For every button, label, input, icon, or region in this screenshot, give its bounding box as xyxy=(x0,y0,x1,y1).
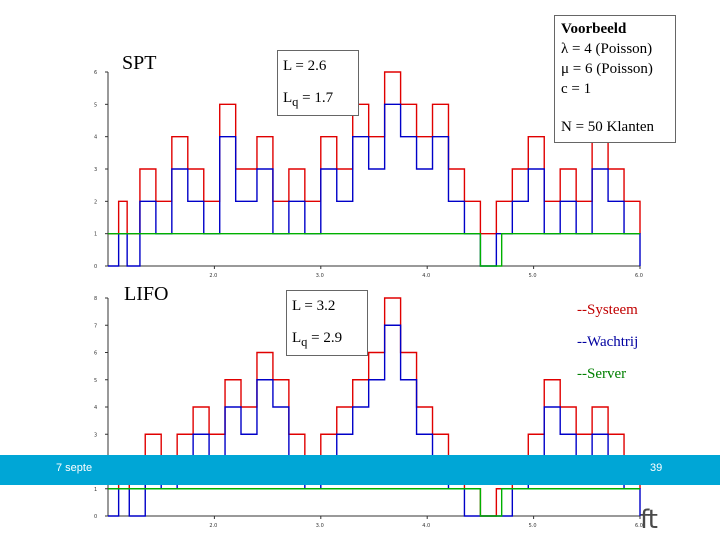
lifo-x-tick-label: 4.0 xyxy=(422,523,430,529)
spt-stats-box: L = 2.6 Lq = 1.7 xyxy=(277,50,359,116)
spt-x-tick-label: 2.0 xyxy=(209,273,217,279)
spt-Lq-value: = 1.7 xyxy=(298,90,334,106)
spt-y-tick-label: 6 xyxy=(94,70,97,76)
spt-y-tick-label: 1 xyxy=(94,232,97,238)
lifo-L: L = 3.2 xyxy=(292,298,336,314)
example-c: c = 1 xyxy=(561,81,592,97)
lifo-x-tick-label: 5.0 xyxy=(529,523,537,529)
lifo-Lq-value: = 2.9 xyxy=(307,330,343,346)
lifo-y-tick-label: 3 xyxy=(94,432,97,438)
tud-logo: ft xyxy=(640,505,658,535)
spt-y-tick-label: 5 xyxy=(94,102,97,108)
example-n: N = 50 Klanten xyxy=(561,119,655,135)
lifo-Lq-sub: q xyxy=(301,335,308,349)
spt-x-tick-label: 3.0 xyxy=(316,273,324,279)
spt-y-tick-label: 3 xyxy=(94,167,97,173)
lifo-series-server xyxy=(108,488,640,517)
example-lambda: λ = 4 (Poisson) xyxy=(561,41,653,57)
lifo-stats-box: L = 3.2 Lq = 2.9 xyxy=(286,290,368,356)
lifo-y-tick-label: 8 xyxy=(94,296,97,302)
lifo-x-tick-label: 3.0 xyxy=(316,523,324,529)
page-number: 39 xyxy=(650,462,663,474)
lifo-series-wachtrij xyxy=(108,324,641,517)
spt-L: L = 2.6 xyxy=(283,58,327,74)
spt-x-tick-label: 4.0 xyxy=(422,273,430,279)
example-mu: μ = 6 (Poisson) xyxy=(561,61,653,77)
spt-Lq: Lq = 1.7 xyxy=(283,89,333,111)
lifo-y-tick-label: 7 xyxy=(94,323,97,329)
spt-y-tick-label: 2 xyxy=(94,199,97,205)
spt-x-tick-label: 6.0 xyxy=(635,273,643,279)
lifo-Lq: Lq = 2.9 xyxy=(292,329,342,351)
lifo-series-systeem xyxy=(108,297,641,517)
spt-Lq-sub: q xyxy=(292,95,299,109)
spt-Lq-main: L xyxy=(283,90,293,106)
lifo-x-tick-label: 2.0 xyxy=(209,523,217,529)
spt-y-tick-label: 0 xyxy=(94,264,97,270)
footer-band xyxy=(0,455,720,485)
lifo-Lq-main: L xyxy=(292,330,302,346)
legend-wachtrij: --Wachtrij xyxy=(577,334,639,350)
lifo-x-tick-label: 6.0 xyxy=(635,523,643,529)
lifo-label: LIFO xyxy=(124,283,169,305)
lifo-y-tick-label: 4 xyxy=(94,405,97,411)
footer-date: 7 septe xyxy=(56,462,93,474)
spt-label: SPT xyxy=(122,52,157,74)
lifo-y-tick-label: 0 xyxy=(94,514,97,520)
lifo-y-tick-label: 6 xyxy=(94,351,97,357)
lifo-y-tick-label: 1 xyxy=(94,487,97,493)
spt-y-tick-label: 4 xyxy=(94,135,97,141)
example-title: Voorbeeld xyxy=(561,21,627,37)
spt-series-server xyxy=(108,232,640,267)
legend-systeem: --Systeem xyxy=(577,302,638,318)
legend-server: --Server xyxy=(577,366,627,382)
example-info-box: Voorbeeld λ = 4 (Poisson) μ = 6 (Poisson… xyxy=(554,15,676,143)
spt-x-tick-label: 5.0 xyxy=(529,273,537,279)
lifo-y-tick-label: 5 xyxy=(94,378,97,384)
